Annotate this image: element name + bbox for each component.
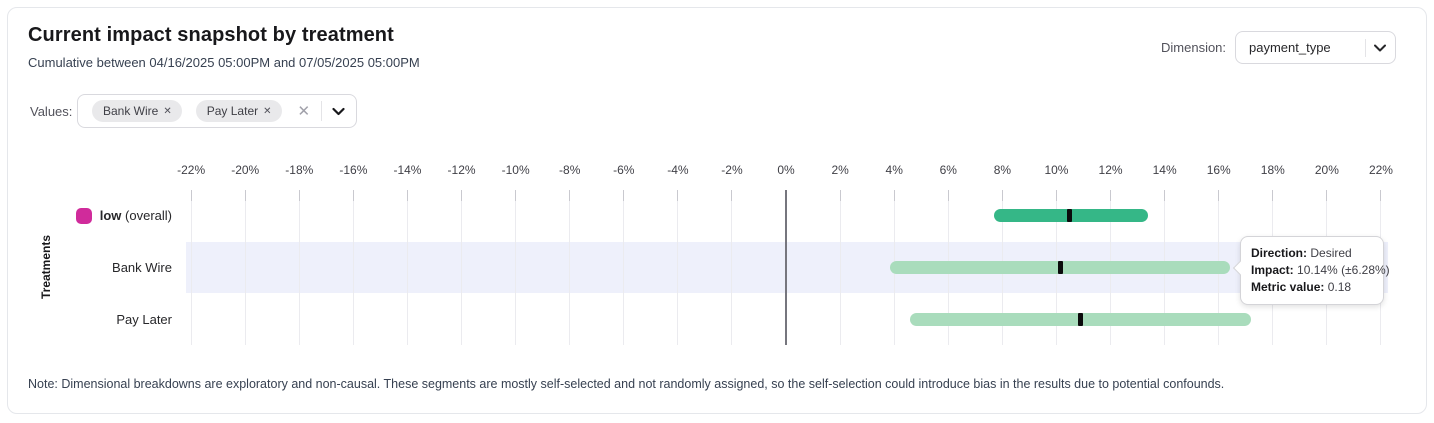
treatment-name: Pay Later (116, 311, 172, 327)
x-tick-label: -2% (721, 163, 743, 177)
tick-mark (1001, 190, 1003, 201)
chevron-down-icon[interactable] (332, 107, 345, 116)
gridline (190, 190, 192, 345)
gridline (731, 190, 733, 345)
tick-mark (1218, 190, 1220, 201)
gridline (515, 190, 517, 345)
gridline (677, 190, 679, 345)
impact-point-marker (1057, 261, 1063, 274)
chip-remove-icon[interactable]: ✕ (263, 105, 272, 117)
treatment-row-labels: low (overall) Bank Wire Pay Later (40, 190, 172, 345)
x-tick-label: -16% (339, 163, 368, 177)
divider (1365, 38, 1366, 57)
x-tick-label: 10% (1044, 163, 1069, 177)
gridline (461, 190, 463, 345)
treatment-name: Bank Wire (112, 259, 172, 275)
dimension-select[interactable]: payment_type (1235, 31, 1396, 64)
tick-mark (623, 190, 625, 201)
x-tick-label: -18% (285, 163, 314, 177)
tick-mark (1110, 190, 1112, 201)
x-tick-label: -8% (559, 163, 581, 177)
tick-mark (1326, 190, 1328, 201)
tooltip-direction-line: Direction: Desired (1251, 246, 1352, 260)
gridline (352, 190, 354, 345)
x-tick-label: -22% (177, 163, 206, 177)
tick-mark (352, 190, 354, 201)
x-tick-label: -20% (231, 163, 260, 177)
x-tick-label: 14% (1152, 163, 1177, 177)
tooltip-metric-line: Metric value: 0.18 (1251, 280, 1352, 294)
treatment-row-label: Bank Wire (40, 242, 172, 294)
tick-mark (461, 190, 463, 201)
divider (321, 101, 323, 121)
gridline (839, 190, 841, 345)
tick-mark (406, 190, 408, 201)
x-tick-label: -6% (613, 163, 635, 177)
x-tick-label: -4% (667, 163, 689, 177)
x-tick-label: 4% (885, 163, 903, 177)
plot-area (186, 190, 1388, 345)
x-tick-label: -14% (393, 163, 422, 177)
y-axis-label: Treatments (39, 234, 53, 300)
treatment-row-label: low (overall) (40, 190, 172, 242)
tick-mark (1380, 190, 1382, 201)
chip-label: Pay Later (206, 104, 259, 118)
tick-mark (947, 190, 949, 201)
dimension-selected-value: payment_type (1249, 40, 1331, 55)
x-tick-label: -10% (501, 163, 530, 177)
tick-mark (190, 190, 192, 201)
disclaimer-note: Note: Dimensional breakdowns are explora… (28, 377, 1225, 391)
dimension-label: Dimension: (1161, 40, 1227, 55)
gridline (569, 190, 571, 345)
chip-label: Bank Wire (103, 104, 159, 118)
tick-mark (839, 190, 841, 201)
tick-mark (515, 190, 517, 201)
gridline (244, 190, 246, 345)
legend-swatch (75, 207, 92, 224)
x-tick-label: 12% (1098, 163, 1123, 177)
chevron-down-icon (1374, 44, 1386, 51)
gridline (406, 190, 408, 345)
tick-mark (569, 190, 571, 201)
chip-remove-icon[interactable]: ✕ (163, 105, 172, 117)
tick-mark (1164, 190, 1166, 201)
value-chip[interactable]: Pay Later ✕ (195, 100, 282, 122)
impact-point-marker (1078, 312, 1084, 326)
tick-mark (731, 190, 733, 201)
x-tick-label: 8% (993, 163, 1012, 177)
tick-mark (1272, 190, 1274, 201)
x-tick-label: 16% (1206, 163, 1231, 177)
tick-mark (298, 190, 300, 201)
x-tick-label: 18% (1260, 163, 1285, 177)
clear-all-icon[interactable]: ✕ (297, 102, 311, 120)
gridline (623, 190, 625, 345)
impact-point-marker (1067, 209, 1073, 223)
x-tick-label: 2% (831, 163, 849, 177)
x-tick-label: 0% (777, 163, 795, 177)
tick-mark (1055, 190, 1057, 201)
x-axis-tick-labels: -22% -20% -18% -16% -14% -12% -10% -8% -6% -4% -2%… (0, 163, 1434, 179)
value-chip[interactable]: Bank Wire ✕ (92, 100, 182, 122)
tick-mark (677, 190, 679, 201)
tick-mark (244, 190, 246, 201)
zero-gridline (785, 190, 788, 345)
values-multiselect[interactable]: Bank Wire ✕ Pay Later ✕ ✕ (77, 94, 358, 128)
page-title: Current impact snapshot by treatment (28, 24, 394, 46)
impact-snapshot-card (7, 7, 1427, 414)
tooltip-impact-line: Impact: 10.14% (±6.28%) (1251, 263, 1390, 277)
x-tick-label: 20% (1314, 163, 1339, 177)
x-tick-label: -12% (447, 163, 476, 177)
tick-mark (893, 190, 895, 201)
selected-value-chips: Bank Wire ✕ Pay Later ✕ (92, 100, 282, 122)
treatment-name: low (overall) (99, 208, 172, 224)
x-tick-label: 22% (1368, 163, 1393, 177)
date-range-subtitle: Cumulative between 04/16/2025 05:00PM an… (28, 55, 420, 70)
values-label: Values: (30, 104, 73, 119)
bar-tooltip: Direction: Desired Impact: 10.14% (±6.28… (1232, 236, 1390, 305)
x-tick-label: 6% (939, 163, 957, 177)
treatment-row-label: Pay Later (40, 293, 172, 345)
gridline (298, 190, 300, 345)
